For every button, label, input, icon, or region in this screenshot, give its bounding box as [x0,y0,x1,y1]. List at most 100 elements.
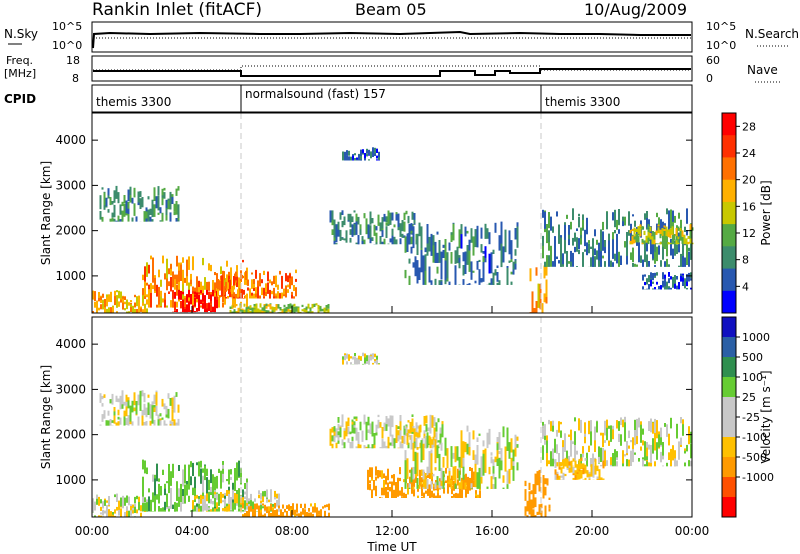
nave-tick-hi: 60 [706,54,720,67]
figure-title: Rankin Inlet (fitACF) [92,0,262,20]
power-colorbar-frame [721,112,737,314]
cpid-segment-1: themis 3300 [96,95,171,109]
y-tick-label: 2000 [55,428,86,442]
power-echo-region [92,290,148,313]
x-tick-label: 20:00 [575,524,610,538]
power-colorbar-segment [722,268,736,292]
velocity-echo-region [542,416,692,467]
frequency-panel: Freq. [MHz] 18 8 60 0 Nave [4,54,780,85]
power-colorbar-label: Power [dB] [759,180,773,245]
power-panel: 1000 2000 3000 4000 Slant Range [km] 28 24 20… [39,112,773,314]
freq-label: Freq. [6,54,33,67]
velocity-echo-region [404,425,519,489]
noise-tick-hi-right: 10^5 [706,20,736,33]
freq-tick-lo: 8 [72,72,79,85]
y-tick-label: 4000 [55,133,86,147]
y-tick-label: 3000 [55,178,86,192]
velocity-panel: 1000 2000 3000 4000 00:00 04:00 08:00 12:00 16:… [39,306,774,554]
power-echo-region [172,289,218,313]
y-tick-label: 4000 [55,337,86,351]
velocity-colorbar-segment [722,477,736,498]
noise-panel: N.Sky 10^5 10^0 10^5 10^0 N.Search [4,20,799,53]
colorbar-tick-label: -25 [742,411,760,424]
colorbar-tick-label: 24 [742,147,756,160]
velocity-echo-region [99,390,180,426]
velocity-colorbar-segment [722,497,736,518]
power-colorbar-segment [722,135,736,158]
colorbar-tick-label: 1000 [742,331,770,344]
colorbar-tick-label: -500 [742,451,767,464]
beam-label: Beam 05 [355,0,427,19]
colorbar-tick-label: 500 [742,351,763,364]
power-echo-region [99,185,180,222]
colorbar-tick-label: 4 [742,280,749,293]
freq-tick-hi: 18 [66,54,80,67]
power-colorbar-segment [722,290,736,314]
power-echo-region [642,272,692,290]
frequency-trace [93,68,691,77]
velocity-colorbar-segment [722,377,736,398]
power-colorbar-segment [722,246,736,269]
power-echo-region [529,265,548,313]
noise-tick-lo-right: 10^0 [706,39,736,52]
velocity-echo-region [524,469,551,517]
velocity-colorbar-segment [722,397,736,418]
power-echo-region [542,208,692,267]
colorbar-tick-label: 100 [742,371,763,384]
colorbar-tick-label: 28 [742,120,756,133]
velocity-colorbar-segment [722,457,736,478]
velocity-echo-region [342,352,380,365]
colorbar-tick-label: 12 [742,227,756,240]
velocity-colorbar-segment [722,337,736,358]
cpid-segment-2: normalsound (fast) 157 [245,87,386,101]
velocity-colorbar-segment [722,437,736,458]
velocity-colorbar-segment [722,357,736,378]
power-colorbar-segment [722,157,736,181]
y-tick-label: 1000 [55,269,86,283]
x-tick-label: 08:00 [275,524,310,538]
colorbar-tick-label: 25 [742,391,756,404]
colorbar-tick-label: 20 [742,174,756,187]
velocity-echo-region [142,459,248,512]
power-echo-region [404,221,519,285]
power-colorbar-segment [722,179,736,203]
x-tick-label: 04:00 [175,524,210,538]
noise-tick-lo-left: 10^0 [52,39,82,52]
noise-tick-hi-left: 10^5 [52,20,82,33]
colorbar-tick-label: -1000 [742,471,774,484]
power-colorbar-segment [722,113,736,136]
power-echo-region [217,269,297,299]
x-tick-label: 16:00 [475,524,510,538]
velocity-colorbar-segment [722,417,736,438]
x-tick-label: 00:00 [675,524,710,538]
velocity-colorbar-segment [722,317,736,338]
power-echo-region [342,147,380,161]
cpid-panel: CPID themis 3300 normalsound (fast) 157 … [4,84,693,113]
y-tick-label: 3000 [55,382,86,396]
velocity-echo-region [554,457,605,480]
power-echo-region [229,303,330,313]
nsky-label: N.Sky [4,27,38,41]
power-echo-region [629,224,694,245]
velocity-ylabel: Slant Range [km] [39,365,53,469]
velocity-echo-region [92,493,148,517]
cpid-label: CPID [4,92,36,106]
colorbar-tick-label: 8 [742,254,749,267]
nave-label: Nave [747,63,778,77]
freq-unit-label: [MHz] [4,67,36,80]
nsky-trace [92,30,691,49]
date-label: 10/Aug/2009 [584,0,687,19]
nsearch-label: N.Search [745,27,799,41]
velocity-colorbar-label: Velocity [m s⁻¹] [759,370,773,463]
cpid-segment-3: themis 3300 [545,95,620,109]
velocity-echo-region [242,502,330,517]
nave-tick-lo: 0 [706,72,713,85]
colorbar-tick-label: -100 [742,431,767,444]
power-colorbar-segment [722,224,736,247]
power-ylabel: Slant Range [km] [39,161,53,265]
y-tick-label: 2000 [55,224,86,238]
x-tick-label: 00:00 [75,524,110,538]
power-echo-region [329,210,418,245]
power-colorbar-segment [722,201,736,225]
